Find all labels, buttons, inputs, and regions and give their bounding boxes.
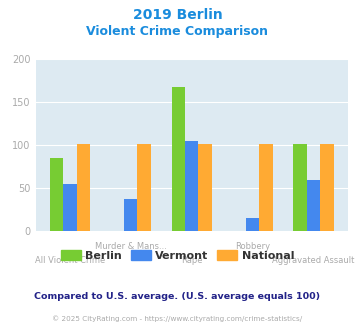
Bar [185,141,198,231]
Bar [77,144,90,231]
Text: All Violent Crime: All Violent Crime [35,256,105,265]
Legend: Berlin, Vermont, National: Berlin, Vermont, National [59,248,296,263]
Bar [260,144,273,231]
Text: Aggravated Assault: Aggravated Assault [272,256,355,265]
Text: Robbery: Robbery [235,242,270,251]
Text: 2019 Berlin: 2019 Berlin [133,8,222,22]
Bar [198,144,212,231]
Bar [137,144,151,231]
Bar [294,144,307,231]
Bar [246,218,260,231]
Text: Murder & Mans...: Murder & Mans... [95,242,167,251]
Text: © 2025 CityRating.com - https://www.cityrating.com/crime-statistics/: © 2025 CityRating.com - https://www.city… [53,315,302,322]
Bar [320,144,334,231]
Bar [171,87,185,231]
Text: Violent Crime Comparison: Violent Crime Comparison [87,25,268,38]
Bar [124,199,137,231]
Bar [307,180,320,231]
Bar [50,158,63,231]
Text: Rape: Rape [181,256,202,265]
Text: Compared to U.S. average. (U.S. average equals 100): Compared to U.S. average. (U.S. average … [34,292,321,301]
Bar [63,184,77,231]
